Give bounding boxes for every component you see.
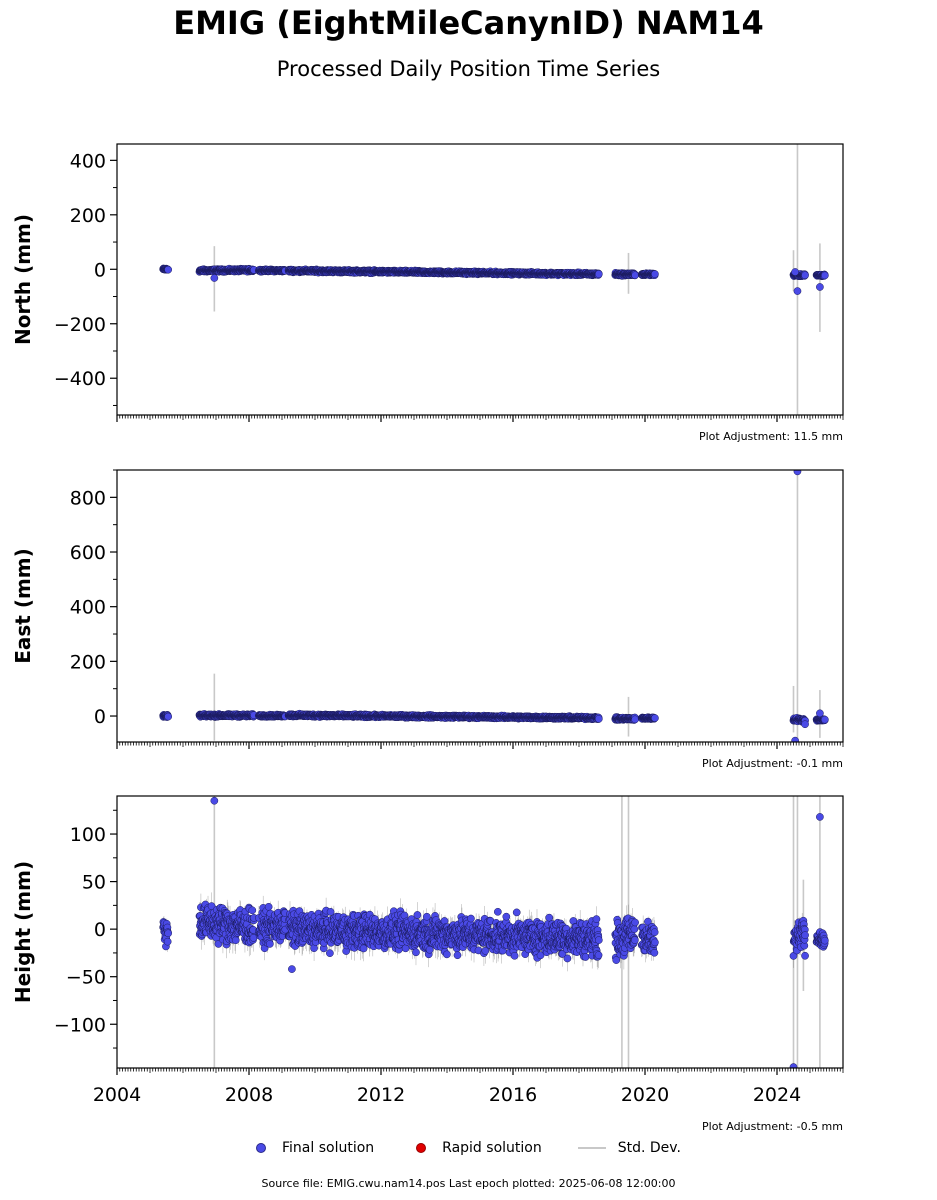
data-point bbox=[631, 715, 639, 724]
y-tick-label: 0 bbox=[94, 259, 106, 281]
y-tick-label: −400 bbox=[54, 368, 106, 390]
plot-frame bbox=[116, 469, 844, 743]
y-tick-label: 400 bbox=[70, 150, 106, 172]
y-tick-label: 0 bbox=[94, 706, 106, 728]
data-point bbox=[821, 271, 829, 280]
outlier-point bbox=[210, 274, 219, 282]
outlier-point bbox=[816, 709, 824, 718]
chart-title: EMIG (EightMileCanynID) NAM14 bbox=[173, 4, 764, 42]
plot-frame bbox=[116, 143, 844, 416]
outlier-point bbox=[791, 268, 800, 276]
y-tick-label: −200 bbox=[54, 314, 106, 336]
data-point bbox=[164, 265, 172, 274]
chart-subtitle: Processed Daily Position Time Series bbox=[276, 57, 661, 81]
outlier-point bbox=[801, 720, 809, 729]
y-tick-label: 200 bbox=[70, 205, 106, 227]
outlier-point bbox=[791, 736, 799, 742]
panel-1: 400 200 0 −200 −400 North (mm) Plot Adjustment… bbox=[11, 143, 844, 443]
data-point bbox=[164, 712, 172, 721]
plot-area bbox=[159, 470, 829, 742]
outlier-point bbox=[793, 287, 802, 295]
data-point bbox=[651, 270, 659, 278]
y-tick-label: 400 bbox=[70, 597, 106, 619]
plot-adjustment-note: Plot Adjustment: 11.5 mm bbox=[699, 430, 843, 443]
plot-area bbox=[159, 144, 829, 415]
plot-adjustment-note: Plot Adjustment: -0.1 mm bbox=[702, 757, 843, 770]
y-tick-label: 600 bbox=[70, 542, 106, 564]
data-point bbox=[801, 271, 809, 280]
outlier-point bbox=[793, 470, 802, 476]
plot-area bbox=[159, 796, 829, 1068]
data-point bbox=[594, 270, 603, 278]
y-axis-label: North (mm) bbox=[11, 214, 35, 345]
panel-2: 800 600 400 200 0 East (mm) Plot Adjustment: -… bbox=[11, 469, 844, 770]
data-point bbox=[821, 715, 829, 724]
y-axis-label: East (mm) bbox=[11, 548, 35, 664]
final-solution-points bbox=[159, 470, 829, 742]
final-solution-points bbox=[159, 264, 829, 295]
y-tick-label: 800 bbox=[70, 487, 106, 509]
data-point bbox=[631, 271, 639, 280]
data-point bbox=[594, 715, 603, 723]
y-tick-label: 200 bbox=[70, 651, 106, 673]
outlier-point bbox=[816, 283, 824, 291]
data-point bbox=[651, 714, 659, 722]
